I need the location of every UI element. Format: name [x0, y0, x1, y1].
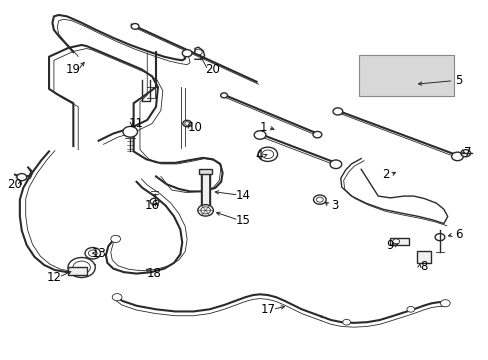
Text: 16: 16: [144, 199, 159, 212]
Circle shape: [112, 294, 122, 301]
Text: 11: 11: [129, 117, 144, 130]
Circle shape: [85, 248, 101, 259]
Circle shape: [313, 195, 325, 204]
Circle shape: [68, 257, 95, 278]
Text: 20: 20: [7, 178, 22, 191]
Circle shape: [451, 152, 462, 161]
Circle shape: [440, 300, 449, 307]
Text: 8: 8: [420, 260, 427, 273]
Circle shape: [329, 160, 341, 168]
Circle shape: [342, 319, 350, 325]
Text: 4: 4: [255, 149, 262, 162]
Text: 13: 13: [91, 247, 106, 260]
Circle shape: [73, 261, 90, 274]
Bar: [201, 174, 209, 205]
Circle shape: [262, 150, 273, 158]
Circle shape: [258, 147, 277, 161]
Circle shape: [183, 120, 191, 127]
Circle shape: [17, 174, 27, 181]
Text: 20: 20: [205, 63, 220, 76]
Text: 10: 10: [187, 121, 202, 134]
Circle shape: [150, 198, 159, 204]
Bar: [199, 169, 212, 174]
Bar: [201, 173, 210, 206]
Circle shape: [392, 239, 399, 244]
Circle shape: [111, 235, 120, 243]
Text: 2: 2: [381, 168, 388, 181]
Circle shape: [198, 204, 213, 216]
Text: 12: 12: [46, 271, 61, 284]
Circle shape: [434, 234, 444, 241]
Text: 18: 18: [147, 267, 162, 280]
Bar: [68, 267, 87, 275]
Circle shape: [131, 23, 139, 29]
Circle shape: [201, 207, 210, 214]
Text: 14: 14: [236, 189, 250, 202]
Text: 19: 19: [66, 63, 81, 76]
Circle shape: [460, 150, 469, 157]
Text: 7: 7: [464, 146, 471, 159]
Bar: [358, 55, 453, 96]
Circle shape: [254, 131, 265, 139]
Circle shape: [122, 126, 137, 137]
Text: 1: 1: [259, 121, 266, 134]
Circle shape: [332, 108, 342, 115]
Text: 5: 5: [454, 74, 461, 87]
Text: 6: 6: [454, 228, 461, 241]
Text: 17: 17: [260, 303, 275, 316]
Text: 9: 9: [386, 239, 393, 252]
Circle shape: [406, 306, 414, 312]
Circle shape: [312, 131, 321, 138]
Bar: [416, 251, 430, 263]
Circle shape: [182, 50, 192, 57]
Text: 3: 3: [330, 199, 337, 212]
Bar: [389, 238, 408, 245]
Text: 15: 15: [236, 213, 250, 226]
Circle shape: [88, 250, 97, 256]
Circle shape: [220, 93, 227, 98]
